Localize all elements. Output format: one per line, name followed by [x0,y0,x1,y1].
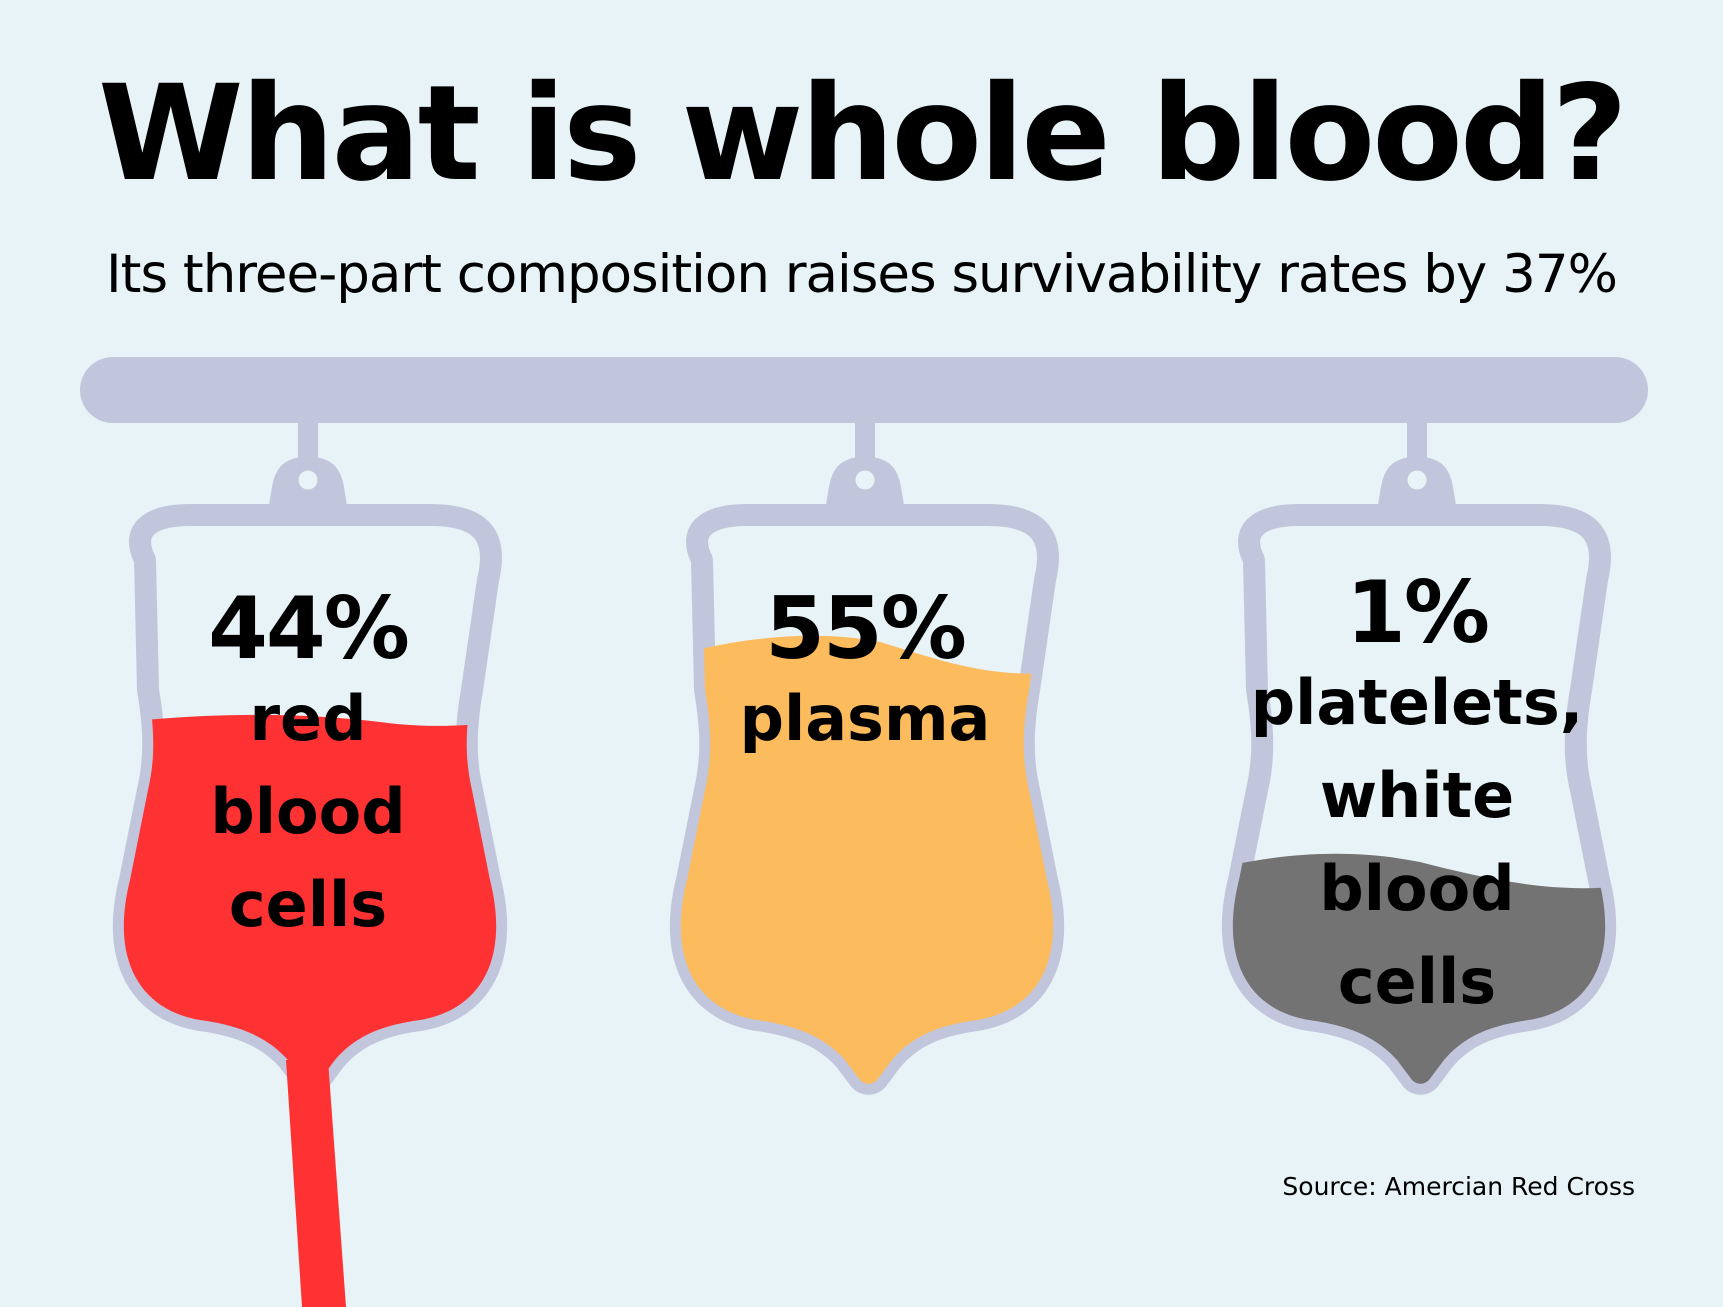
bag-plasma-line: plasma [739,682,991,755]
bag-platelets-line: cells [1337,945,1497,1018]
red-tube [286,1060,346,1307]
bag-platelets-line: white [1319,759,1515,832]
bag-red-blood-cells-fill [123,714,497,1084]
bag-plasma-desc: plasma [715,672,1015,765]
source-credit: Source: Amercian Red Cross [1282,1172,1635,1201]
bag-platelets-line: platelets, [1250,666,1584,739]
bag-plasma-fill [680,635,1054,1084]
bag-red-blood-cells-line: cells [228,868,388,941]
bag-red-blood-cells-line: blood [210,775,406,848]
bag-platelets-percent: 1% [1345,563,1490,663]
bag-red-blood-cells-shape [112,420,508,1307]
page-title: What is whole blood? [98,57,1628,211]
bag-platelets-label: 1% platelets, white blood cells [1247,570,1587,1028]
bag-plasma-shape [669,420,1065,1095]
bag-red-blood-cells-line: red [249,682,367,755]
bag-red-blood-cells-desc: red blood cells [178,672,438,951]
iv-stand-bar [80,357,1648,423]
bag-red-blood-cells-percent: 44% [208,579,410,679]
bag-red-blood-cells-label: 44% red blood cells [178,586,438,951]
bag-plasma-percent: 55% [765,579,967,679]
bag-platelets-line: blood [1319,852,1515,925]
page-subtitle: Its three-part composition raises surviv… [106,244,1618,305]
bag-platelets-desc: platelets, white blood cells [1247,656,1587,1028]
bag-plasma-label: 55% plasma [715,586,1015,765]
